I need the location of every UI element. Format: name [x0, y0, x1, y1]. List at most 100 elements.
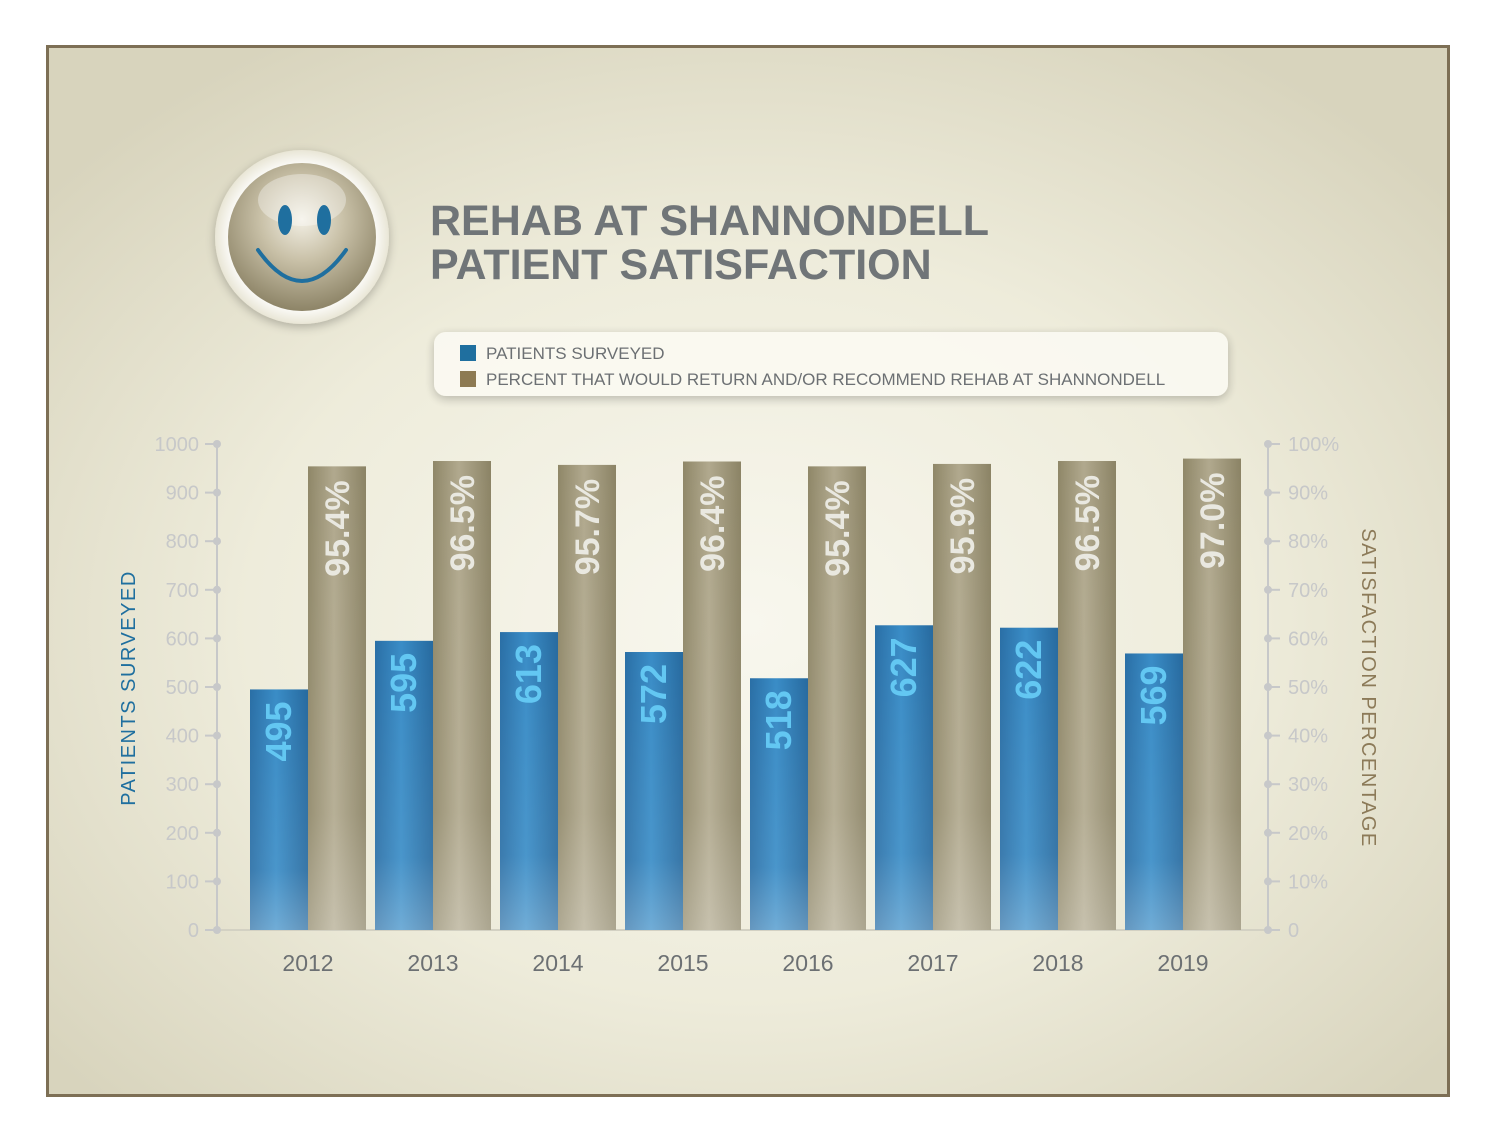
y-right-tick-dot [1264, 634, 1272, 643]
legend-swatch-percent [460, 371, 476, 387]
smiley-face-icon [215, 150, 389, 324]
bar-percent-sheen [1058, 461, 1116, 930]
y-left-tick-label: 600 [166, 628, 199, 650]
bar-patients-label: 595 [383, 653, 424, 713]
x-axis-category-label: 2016 [782, 950, 833, 976]
x-axis-labels: 2012 2013 2014 2015 2016 2017 2018 2019 [282, 950, 1208, 976]
chart-title-line1: REHAB AT SHANNONDELL [430, 197, 989, 245]
y-left-tick-label: 500 [166, 677, 199, 699]
y-right-tick-dot [1264, 731, 1272, 740]
y-right-tick-dot [1264, 488, 1272, 497]
bar-percent-label: 96.5% [1069, 475, 1107, 571]
y-right-tick-label: 10% [1288, 871, 1328, 893]
y-right-tick-label: 80% [1288, 531, 1328, 553]
y-left-tick-label: 200 [166, 823, 199, 845]
bar-percent-sheen [558, 464, 616, 930]
bar-patients-sheen [250, 689, 308, 930]
legend-box [434, 332, 1228, 396]
y-right-tick-dot [1264, 828, 1272, 837]
chart-title-line2: PATIENT SATISFACTION [430, 241, 932, 289]
y-left-tick-dot [213, 828, 221, 837]
y-axis-left-ticks: 0 100 200 300 400 500 600 700 800 900 1000 [155, 434, 221, 942]
bar-percent-sheen [808, 466, 866, 930]
y-right-tick-label: 100% [1288, 434, 1339, 456]
y-right-tick-dot [1264, 683, 1272, 691]
bar-patients-label: 518 [758, 690, 799, 750]
bar-patients-label: 572 [633, 664, 674, 724]
bar-percent-label: 95.7% [569, 479, 607, 575]
legend-swatch-patients [460, 345, 476, 361]
chart-frame [46, 45, 1450, 1097]
y-left-tick-dot [213, 926, 221, 934]
y-left-tick-label: 900 [166, 483, 199, 505]
y-axis-left-title: PATIENTS SURVEYED [118, 570, 140, 806]
bar-percent-label: 95.4% [319, 480, 357, 576]
y-left-tick-dot [213, 585, 221, 594]
y-right-tick-label: 20% [1288, 823, 1328, 845]
bar-patients-sheen [875, 625, 933, 930]
y-right-tick-dot [1264, 780, 1272, 789]
legend-label-patients: PATIENTS SURVEYED [486, 344, 665, 363]
bar-patients-label: 495 [258, 701, 299, 761]
bar-patients-label: 622 [1008, 640, 1049, 700]
bar-patients-label: 613 [508, 644, 549, 704]
y-right-tick-dot [1264, 585, 1272, 594]
bar-patients-label: 569 [1133, 665, 1174, 725]
bar-patients-sheen [1125, 653, 1183, 930]
bar-patients-label: 627 [883, 637, 924, 697]
y-right-tick-dot [1264, 877, 1272, 886]
y-left-tick-dot [213, 537, 221, 546]
x-axis-category-label: 2014 [532, 950, 583, 976]
y-left-tick-label: 100 [166, 871, 199, 893]
bar-percent-sheen [933, 463, 991, 930]
bar-percent-label: 96.4% [694, 475, 732, 571]
y-right-tick-dot [1264, 926, 1272, 934]
y-left-tick-label: 800 [166, 531, 199, 553]
x-axis-category-label: 2017 [907, 950, 958, 976]
x-axis-category-label: 2018 [1032, 950, 1083, 976]
y-left-tick-label: 0 [188, 920, 199, 942]
x-axis-category-label: 2012 [282, 950, 333, 976]
legend: PATIENTS SURVEYED PERCENT THAT WOULD RET… [434, 332, 1228, 396]
bar-percent-sheen [683, 461, 741, 930]
y-right-tick-label: 90% [1288, 483, 1328, 505]
y-right-tick-dot [1264, 440, 1272, 448]
y-left-tick-dot [213, 488, 221, 497]
bar-patients-sheen [625, 652, 683, 930]
bar-percent-sheen [433, 461, 491, 930]
legend-label-percent: PERCENT THAT WOULD RETURN AND/OR RECOMME… [486, 370, 1165, 389]
bar-percent-label: 96.5% [444, 475, 482, 571]
bar-patients-sheen [750, 678, 808, 930]
y-left-tick-dot [213, 731, 221, 740]
bars: 495 95.4% 595 96.5% 613 95.7% 572 96.4% 518 95.4%… [250, 458, 1241, 930]
x-axis-category-label: 2013 [407, 950, 458, 976]
y-left-tick-label: 1000 [155, 434, 200, 456]
y-axis-right-title: SATISFACTION PERCENTAGE [1357, 528, 1379, 847]
y-left-tick-dot [213, 877, 221, 886]
y-left-tick-label: 700 [166, 580, 199, 602]
y-right-tick-label: 30% [1288, 774, 1328, 796]
y-right-tick-label: 50% [1288, 677, 1328, 699]
bar-percent-sheen [308, 466, 366, 930]
y-right-tick-label: 40% [1288, 726, 1328, 748]
x-axis-category-label: 2015 [657, 950, 708, 976]
y-axis-right-ticks: 0 10% 20% 30% 40% 50% 60% 70% 80% 90% 100% [1264, 434, 1339, 942]
y-left-tick-label: 300 [166, 774, 199, 796]
y-right-tick-dot [1264, 537, 1272, 546]
y-left-tick-label: 400 [166, 726, 199, 748]
bar-percent-label: 95.9% [944, 478, 982, 574]
bar-percent-sheen [1183, 458, 1241, 930]
y-left-tick-dot [213, 634, 221, 643]
bar-percent-label: 97.0% [1194, 473, 1232, 569]
y-right-tick-label: 70% [1288, 580, 1328, 602]
bar-percent-label: 95.4% [819, 480, 857, 576]
x-axis-category-label: 2019 [1157, 950, 1208, 976]
y-right-tick-label: 0 [1288, 920, 1299, 942]
bar-patients-sheen [375, 640, 433, 930]
y-left-tick-dot [213, 780, 221, 789]
bar-patients-sheen [500, 632, 558, 930]
y-left-tick-dot [213, 440, 221, 448]
bar-patients-sheen [1000, 627, 1058, 930]
y-left-tick-dot [213, 683, 221, 691]
